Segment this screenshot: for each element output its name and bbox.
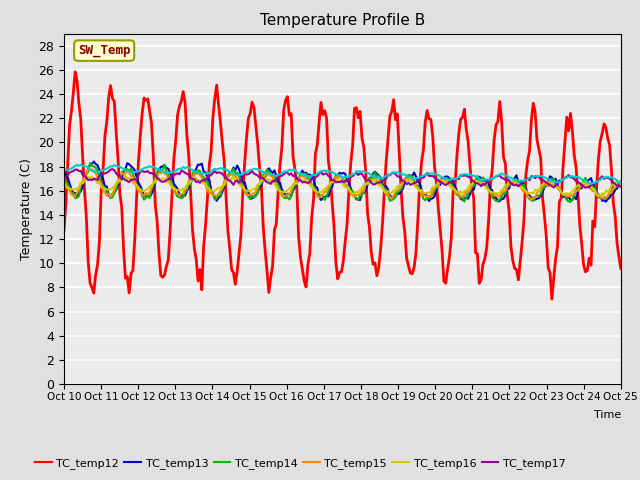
TC_temp16 (403, 177, 410, 183)
Y-axis label: Temperature (C): Temperature (C) (20, 158, 33, 260)
TC_temp14 (568, 196, 576, 202)
TC_temp17 (617, 184, 625, 190)
TC_temp13 (392, 190, 399, 195)
TC_temp12 (617, 265, 625, 271)
TC_temp18 (60, 167, 68, 172)
TC_temp18 (587, 181, 595, 187)
TC_temp16 (596, 193, 604, 199)
TC_temp15 (88, 167, 96, 172)
TC_temp18 (77, 162, 84, 168)
Legend: TC_temp18: TC_temp18 (31, 478, 124, 480)
TC_temp18 (392, 170, 399, 176)
TC_temp17 (403, 181, 410, 187)
TC_temp12 (62, 200, 70, 206)
TC_temp15 (403, 176, 410, 182)
Line: TC_temp16: TC_temp16 (64, 176, 621, 196)
TC_temp14 (531, 194, 539, 200)
TC_temp18 (394, 169, 401, 175)
TC_temp13 (602, 199, 610, 204)
TC_temp13 (62, 172, 70, 178)
TC_temp12 (394, 111, 401, 117)
TC_temp15 (533, 190, 541, 195)
TC_temp13 (531, 197, 539, 203)
Text: Time: Time (593, 410, 621, 420)
TC_temp17 (394, 173, 401, 179)
TC_temp13 (617, 179, 625, 184)
TC_temp14 (394, 190, 401, 196)
Line: TC_temp18: TC_temp18 (64, 165, 621, 184)
TC_temp13 (60, 167, 68, 173)
TC_temp14 (392, 194, 399, 200)
TC_temp18 (617, 179, 625, 185)
TC_temp17 (531, 175, 539, 181)
TC_temp16 (392, 188, 399, 193)
TC_temp13 (403, 177, 410, 182)
TC_temp18 (62, 167, 70, 173)
TC_temp14 (566, 199, 574, 205)
TC_temp15 (62, 182, 70, 188)
TC_temp12 (403, 255, 410, 261)
TC_temp17 (109, 166, 116, 172)
TC_temp16 (617, 180, 625, 185)
TC_temp16 (531, 187, 539, 193)
Line: TC_temp14: TC_temp14 (64, 163, 621, 202)
TC_temp13 (566, 197, 574, 203)
TC_temp14 (60, 171, 68, 177)
Line: TC_temp13: TC_temp13 (64, 162, 621, 202)
TC_temp17 (582, 185, 589, 191)
TC_temp16 (566, 190, 574, 196)
Title: Temperature Profile B: Temperature Profile B (260, 13, 425, 28)
TC_temp17 (566, 175, 574, 180)
TC_temp14 (62, 180, 70, 185)
TC_temp12 (392, 117, 399, 122)
TC_temp16 (122, 173, 129, 179)
TC_temp17 (392, 171, 399, 177)
TC_temp15 (60, 177, 68, 183)
TC_temp13 (394, 192, 401, 197)
TC_temp15 (527, 197, 535, 203)
Text: SW_Temp: SW_Temp (78, 44, 131, 57)
TC_temp15 (394, 188, 401, 193)
TC_temp13 (90, 159, 98, 165)
TC_temp14 (403, 174, 410, 180)
TC_temp12 (60, 228, 68, 233)
TC_temp12 (568, 129, 576, 134)
Line: TC_temp12: TC_temp12 (64, 72, 621, 299)
TC_temp16 (60, 181, 68, 187)
TC_temp12 (71, 69, 79, 75)
TC_temp15 (392, 189, 399, 195)
Line: TC_temp15: TC_temp15 (64, 169, 621, 200)
TC_temp17 (60, 174, 68, 180)
TC_temp14 (617, 182, 625, 188)
TC_temp18 (566, 174, 574, 180)
TC_temp12 (548, 296, 556, 302)
TC_temp12 (531, 109, 539, 115)
TC_temp16 (62, 183, 70, 189)
TC_temp18 (403, 173, 410, 179)
TC_temp16 (394, 183, 401, 189)
TC_temp17 (62, 173, 70, 179)
Line: TC_temp17: TC_temp17 (64, 169, 621, 188)
TC_temp15 (568, 192, 576, 198)
TC_temp18 (531, 173, 539, 179)
TC_temp14 (86, 160, 94, 166)
TC_temp15 (617, 181, 625, 187)
